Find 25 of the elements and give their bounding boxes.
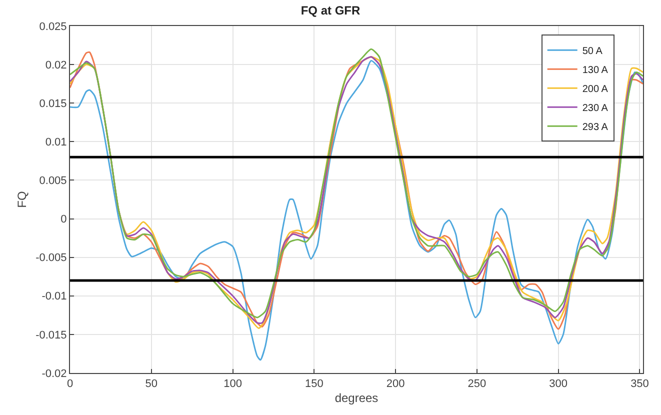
y-tick-label: 0.025 [39, 20, 67, 33]
legend-label: 200 A [582, 84, 608, 96]
y-tick-label: -0.015 [36, 329, 67, 342]
legend-label: 50 A [582, 46, 603, 58]
y-tick-label: -0.01 [42, 290, 67, 303]
y-tick-label: -0.005 [36, 252, 67, 264]
x-tick-label: 200 [386, 378, 405, 390]
y-axis-title: FQ [14, 191, 29, 208]
x-tick-label: 50 [145, 378, 158, 390]
y-tick-label: -0.02 [42, 368, 67, 380]
y-tick-label: 0.01 [45, 136, 67, 149]
chart-title: FQ at GFR [300, 4, 360, 18]
x-tick-label: 150 [305, 378, 324, 390]
legend-label: 130 A [582, 65, 608, 76]
x-tick-label: 350 [630, 378, 649, 390]
y-tick-label: 0.005 [39, 175, 67, 188]
x-tick-label: 100 [224, 378, 242, 390]
y-tick-label: 0.015 [39, 98, 67, 110]
legend-label: 230 A [582, 103, 608, 114]
x-tick-label: 250 [468, 378, 486, 390]
y-tick-label: 0.02 [45, 59, 67, 72]
y-tick-label: 0 [60, 214, 67, 226]
x-tick-label: 300 [549, 378, 568, 390]
x-axis-title: degrees [334, 391, 378, 406]
legend-label: 293 A [582, 122, 608, 134]
